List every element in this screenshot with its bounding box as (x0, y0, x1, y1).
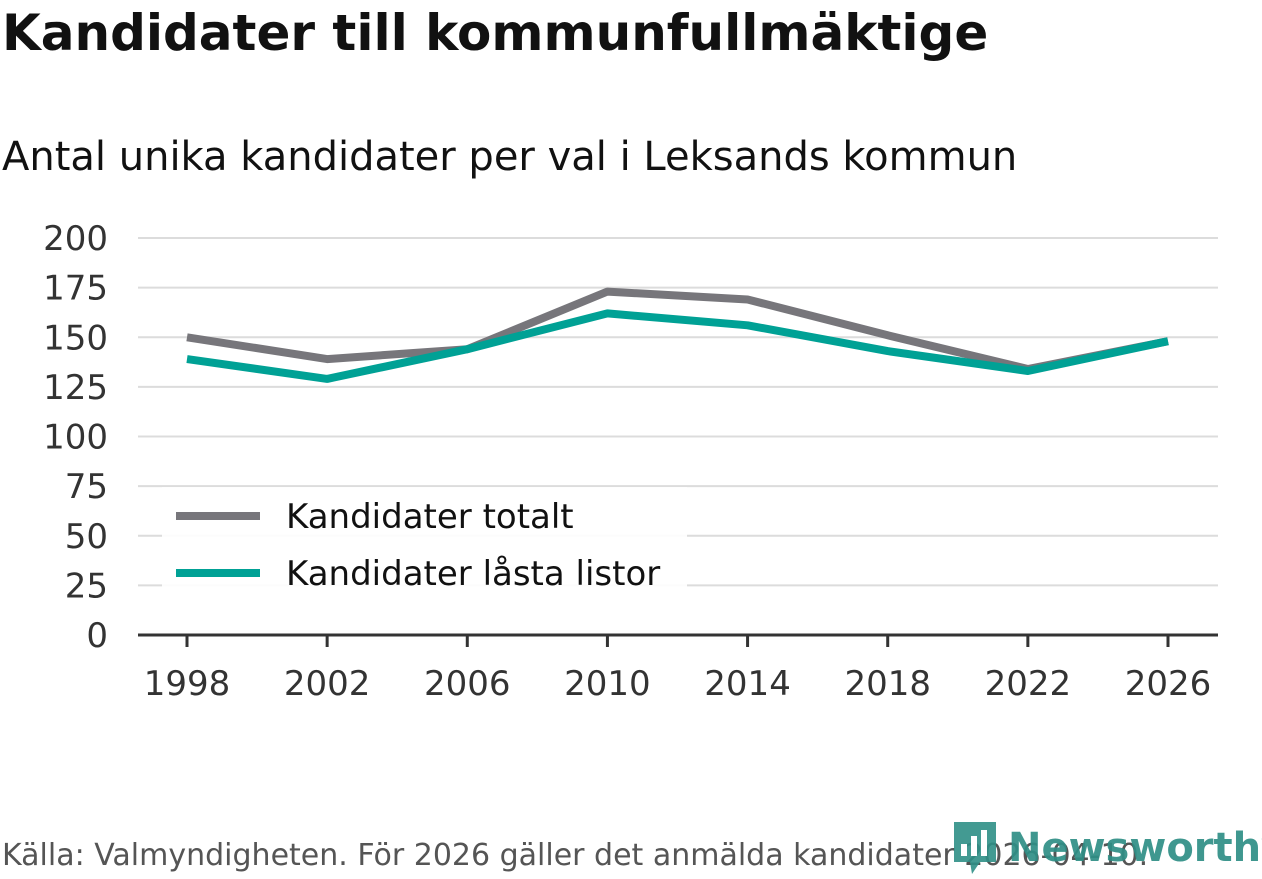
legend-label-0: Kandidater totalt (286, 497, 574, 537)
x-tick-label: 2002 (284, 664, 371, 704)
newsworthy-logo: Newsworthy (950, 818, 1262, 878)
y-tick-label: 75 (65, 467, 108, 507)
y-tick-label: 100 (43, 418, 108, 458)
series-line-1 (186, 309, 1169, 383)
y-tick-label: 175 (43, 269, 108, 309)
newsworthy-chat-chart-icon (954, 822, 996, 874)
brand-name: Newsworthy (1008, 825, 1262, 871)
x-tick-label: 2022 (985, 664, 1072, 704)
y-tick-label: 25 (65, 566, 108, 606)
legend-label-1: Kandidater låsta listor (286, 554, 660, 594)
x-tick-label: 1998 (144, 664, 231, 704)
y-tick-label: 200 (43, 219, 108, 259)
x-axis-ticks: 1998 2002 2006 2010 2014 2018 2022 2026 (144, 635, 1212, 704)
y-tick-label: 125 (43, 368, 108, 408)
x-tick-label: 2026 (1125, 664, 1212, 704)
x-tick-label: 2006 (424, 664, 511, 704)
chart-title: Kandidater till kommunfullmäktige (2, 4, 989, 62)
x-tick-label: 2018 (844, 664, 931, 704)
series-lines (186, 287, 1169, 383)
chart-subtitle: Antal unika kandidater per val i Leksand… (2, 134, 1018, 180)
gridlines (138, 237, 1218, 587)
legend-background (162, 487, 687, 607)
series-line-0 (186, 287, 1169, 373)
x-tick-label: 2010 (564, 664, 651, 704)
y-tick-label: 150 (43, 318, 108, 358)
y-tick-label: 50 (65, 517, 108, 557)
legend: Kandidater totalt Kandidater låsta listor (162, 487, 687, 607)
line-chart: 0 25 50 75 100 125 150 175 200 1998 2002 2006 2010 2… (43, 219, 1218, 704)
y-axis-ticks: 0 25 50 75 100 125 150 175 200 (43, 219, 108, 656)
y-tick-label: 0 (86, 616, 108, 656)
x-tick-label: 2014 (704, 664, 791, 704)
